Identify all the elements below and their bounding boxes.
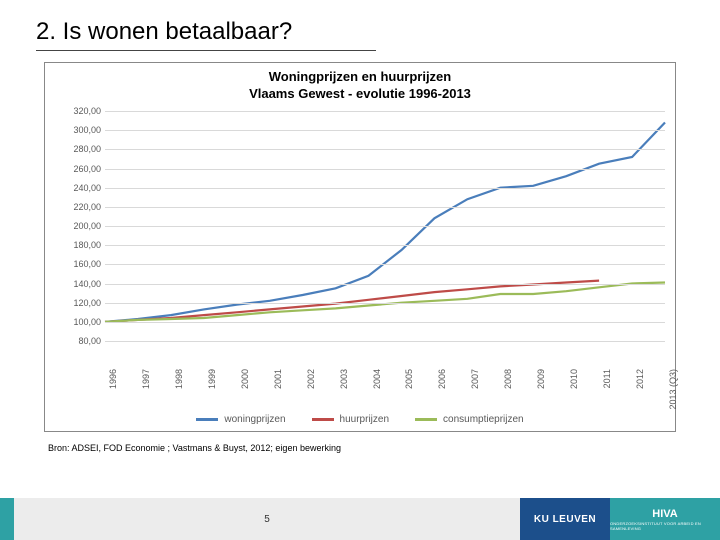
grid-line	[105, 264, 665, 265]
ku-leuven-logo: KU LEUVEN	[520, 498, 610, 540]
chart-title: Woningprijzen en huurprijzen Vlaams Gewe…	[45, 63, 675, 103]
grid-line	[105, 341, 665, 342]
hiva-logo-sub: ONDERZOEKSINSTITUUT VOOR ARBEID EN SAMEN…	[610, 521, 720, 531]
x-tick-label: 2011	[602, 369, 612, 388]
legend-swatch	[196, 418, 218, 421]
x-tick-label: 2003	[339, 369, 349, 389]
footer-accent	[0, 498, 14, 540]
x-tick-label: 1996	[108, 369, 118, 389]
y-tick-label: 280,00	[57, 144, 101, 154]
y-tick-label: 240,00	[57, 183, 101, 193]
x-tick-label: 2010	[569, 369, 579, 389]
x-tick-label: 2009	[536, 369, 546, 389]
series-line-woningprijzen	[105, 123, 665, 322]
y-tick-label: 80,00	[57, 336, 101, 346]
chart-legend: woningprijzen huurprijzen consumptieprijze…	[45, 414, 675, 425]
legend-item-woningprijzen: woningprijzen	[196, 414, 285, 425]
x-tick-label: 1999	[207, 369, 217, 389]
legend-item-consumptieprijzen: consumptieprijzen	[415, 414, 524, 425]
x-tick-label: 2006	[437, 369, 447, 389]
x-tick-label: 2004	[372, 369, 382, 389]
plot-area: 80,00100,00120,00140,00160,00180,00200,0…	[105, 111, 665, 341]
grid-line	[105, 188, 665, 189]
page-number: 5	[14, 498, 520, 540]
y-tick-label: 100,00	[57, 317, 101, 327]
chart-title-line1: Woningprijzen en huurprijzen	[45, 69, 675, 86]
footer-logos: KU LEUVEN HIVA ONDERZOEKSINSTITUUT VOOR …	[520, 498, 720, 540]
chart-container: Woningprijzen en huurprijzen Vlaams Gewe…	[44, 62, 676, 432]
grid-line	[105, 322, 665, 323]
y-tick-label: 320,00	[57, 106, 101, 116]
legend-item-huurprijzen: huurprijzen	[312, 414, 389, 425]
grid-line	[105, 284, 665, 285]
x-tick-label: 2008	[503, 369, 513, 389]
hiva-logo: HIVA ONDERZOEKSINSTITUUT VOOR ARBEID EN …	[610, 498, 720, 540]
legend-swatch	[312, 418, 334, 421]
x-tick-label: 2012	[635, 369, 645, 389]
slide-footer: 5 KU LEUVEN HIVA ONDERZOEKSINSTITUUT VOO…	[0, 498, 720, 540]
grid-line	[105, 149, 665, 150]
legend-swatch	[415, 418, 437, 421]
grid-line	[105, 111, 665, 112]
hiva-logo-text: HIVA	[652, 508, 677, 520]
y-tick-label: 180,00	[57, 240, 101, 250]
x-tick-label: 2002	[306, 369, 316, 389]
x-tick-label: 2001	[273, 369, 283, 389]
x-tick-label: 2013 (Q3)	[668, 369, 678, 410]
legend-label: consumptieprijzen	[443, 414, 524, 425]
chart-title-line2: Vlaams Gewest - evolutie 1996-2013	[45, 86, 675, 103]
y-tick-label: 220,00	[57, 202, 101, 212]
series-line-huurprijzen	[105, 281, 599, 322]
y-tick-label: 140,00	[57, 279, 101, 289]
grid-line	[105, 130, 665, 131]
x-tick-label: 2000	[240, 369, 250, 389]
x-tick-label: 2005	[404, 369, 414, 389]
grid-line	[105, 226, 665, 227]
grid-line	[105, 169, 665, 170]
x-tick-label: 1997	[141, 369, 151, 389]
x-tick-label: 2007	[470, 369, 480, 389]
grid-line	[105, 245, 665, 246]
grid-line	[105, 207, 665, 208]
y-tick-label: 200,00	[57, 221, 101, 231]
y-tick-label: 260,00	[57, 164, 101, 174]
legend-label: woningprijzen	[224, 414, 285, 425]
y-tick-label: 160,00	[57, 259, 101, 269]
legend-label: huurprijzen	[340, 414, 389, 425]
source-text: Bron: ADSEI, FOD Economie ; Vastmans & B…	[48, 443, 341, 453]
grid-line	[105, 303, 665, 304]
y-tick-label: 120,00	[57, 298, 101, 308]
slide-title: 2. Is wonen betaalbaar?	[36, 18, 376, 51]
y-tick-label: 300,00	[57, 125, 101, 135]
x-tick-label: 1998	[174, 369, 184, 389]
